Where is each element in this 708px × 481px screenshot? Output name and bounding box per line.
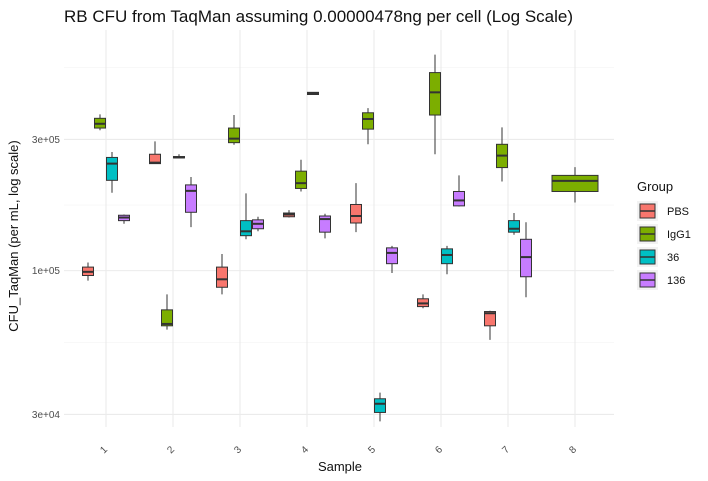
y-tick-label: 3e+04 [32,410,61,421]
box-igg1-sample-2 [161,294,173,330]
box-iqr [551,174,599,192]
legend-entry-pbs: PBS [637,201,689,221]
x-tick-label: 1 [98,444,110,456]
box-iqr [350,203,362,224]
y-axis-ticks: 3e+04 1e+05 3e+05 [32,135,61,421]
box-iqr [508,220,520,233]
box-pbs-sample-2 [149,141,161,165]
legend: Group PBS IgG1 36 136 [637,179,691,290]
box-iqr [161,309,173,327]
legend-entry-igg1: IgG1 [637,224,691,244]
x-tick-label: 7 [500,444,512,456]
box-iqr [295,170,307,189]
box-iqr [484,311,496,327]
x-tick-label: 6 [433,444,445,456]
box-iqr [441,248,453,265]
box-iqr [240,220,252,237]
box-iqr [319,215,331,233]
box-iqr [374,398,386,413]
box-36-sample-5 [374,392,386,422]
box-igg1-sample-8 [551,167,599,203]
legend-title: Group [637,179,673,194]
box-pbs-sample-6 [417,294,429,309]
box-pbs-sample-3 [216,253,228,295]
box-136-sample-7 [520,222,532,298]
box-36-sample-2 [173,154,185,159]
legend-label: PBS [667,206,689,218]
boxes [82,54,599,422]
y-tick-label: 3e+05 [32,135,61,146]
box-136-sample-6 [453,175,465,207]
box-36-sample-6 [441,245,453,275]
box-pbs-sample-5 [350,183,362,233]
box-136-sample-1 [118,214,130,224]
y-tick-label: 1e+05 [32,266,61,277]
box-iqr [216,266,228,288]
box-igg1-sample-5 [362,108,374,145]
box-igg1-sample-1 [94,114,106,131]
box-iqr [453,190,465,207]
legend-label: 136 [667,275,685,287]
box-pbs-sample-7 [484,310,496,340]
chart-title: RB CFU from TaqMan assuming 0.00000478ng… [64,7,573,26]
box-special-sample-4 [307,91,319,96]
legend-entry-36: 36 [637,247,679,267]
x-tick-label: 3 [232,444,244,456]
box-36-sample-1 [106,152,118,193]
box-136-sample-3 [252,216,264,232]
legend-label: 36 [667,252,679,264]
legend-label: IgG1 [667,229,691,241]
box-iqr [429,72,441,116]
box-pbs-sample-4 [283,210,295,218]
box-136-sample-5 [386,245,398,274]
grid [64,30,614,427]
box-36-sample-7 [508,213,520,235]
box-igg1-sample-6 [429,54,441,155]
box-36-sample-3 [240,193,252,240]
x-tick-label: 2 [165,444,177,456]
box-iqr [185,184,197,213]
legend-entry-136: 136 [637,270,685,290]
box-136-sample-4 [319,213,331,239]
box-igg1-sample-7 [496,127,508,182]
box-136-sample-2 [185,177,197,228]
x-axis-title: Sample [318,459,362,474]
x-axis-ticks: 1 2 3 4 5 6 7 8 [98,444,579,456]
box-iqr [228,127,240,144]
box-igg1-sample-4 [295,159,307,192]
box-pbs-sample-1 [82,262,94,281]
box-iqr [106,156,118,181]
x-tick-label: 8 [567,444,579,456]
x-tick-label: 5 [366,444,378,456]
box-iqr [386,247,398,265]
y-axis-title: CFU_TaqMan (per mL, log scale) [6,140,21,331]
box-igg1-sample-3 [228,115,240,145]
box-iqr [362,112,374,130]
x-tick-label: 4 [299,444,311,456]
